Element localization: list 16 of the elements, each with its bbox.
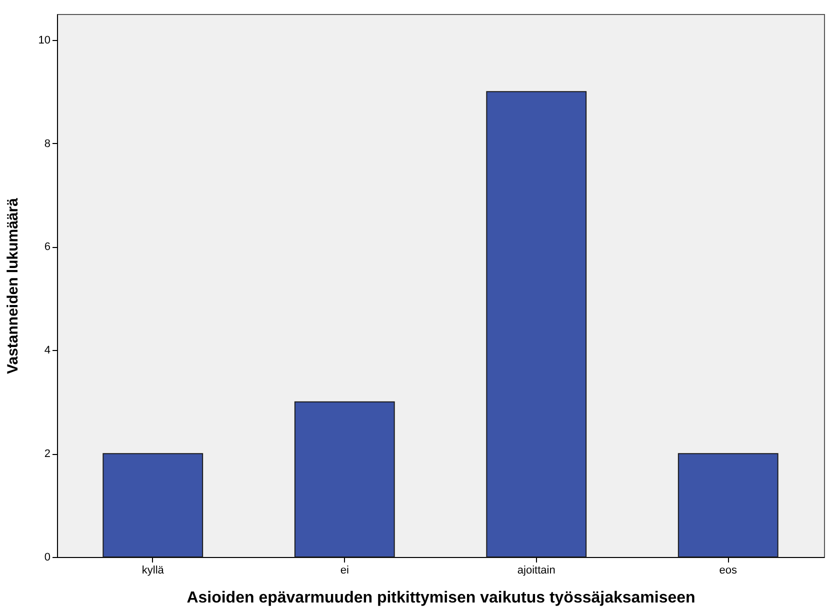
y-tick-label: 2 xyxy=(44,448,50,460)
bar xyxy=(678,453,778,558)
y-tick-label: 8 xyxy=(44,138,50,150)
bar xyxy=(486,91,587,558)
y-axis-title: Vastanneiden lukumäärä xyxy=(4,197,22,374)
x-tick-label: ajoittain xyxy=(517,564,556,576)
x-axis-title: Asioiden epävarmuuden pitkittymisen vaikutus työssäjaksamiseen xyxy=(186,590,696,606)
x-tick-label: ei xyxy=(340,564,349,576)
x-tick-label: eos xyxy=(719,564,738,576)
y-tick-label: 4 xyxy=(44,344,50,357)
bar xyxy=(102,453,204,558)
y-tick-label: 0 xyxy=(44,552,50,564)
x-tick-label: kyllä xyxy=(142,564,165,576)
y-tick-label: 10 xyxy=(38,34,50,46)
bar xyxy=(294,401,395,558)
y-tick-label: 6 xyxy=(44,241,50,254)
